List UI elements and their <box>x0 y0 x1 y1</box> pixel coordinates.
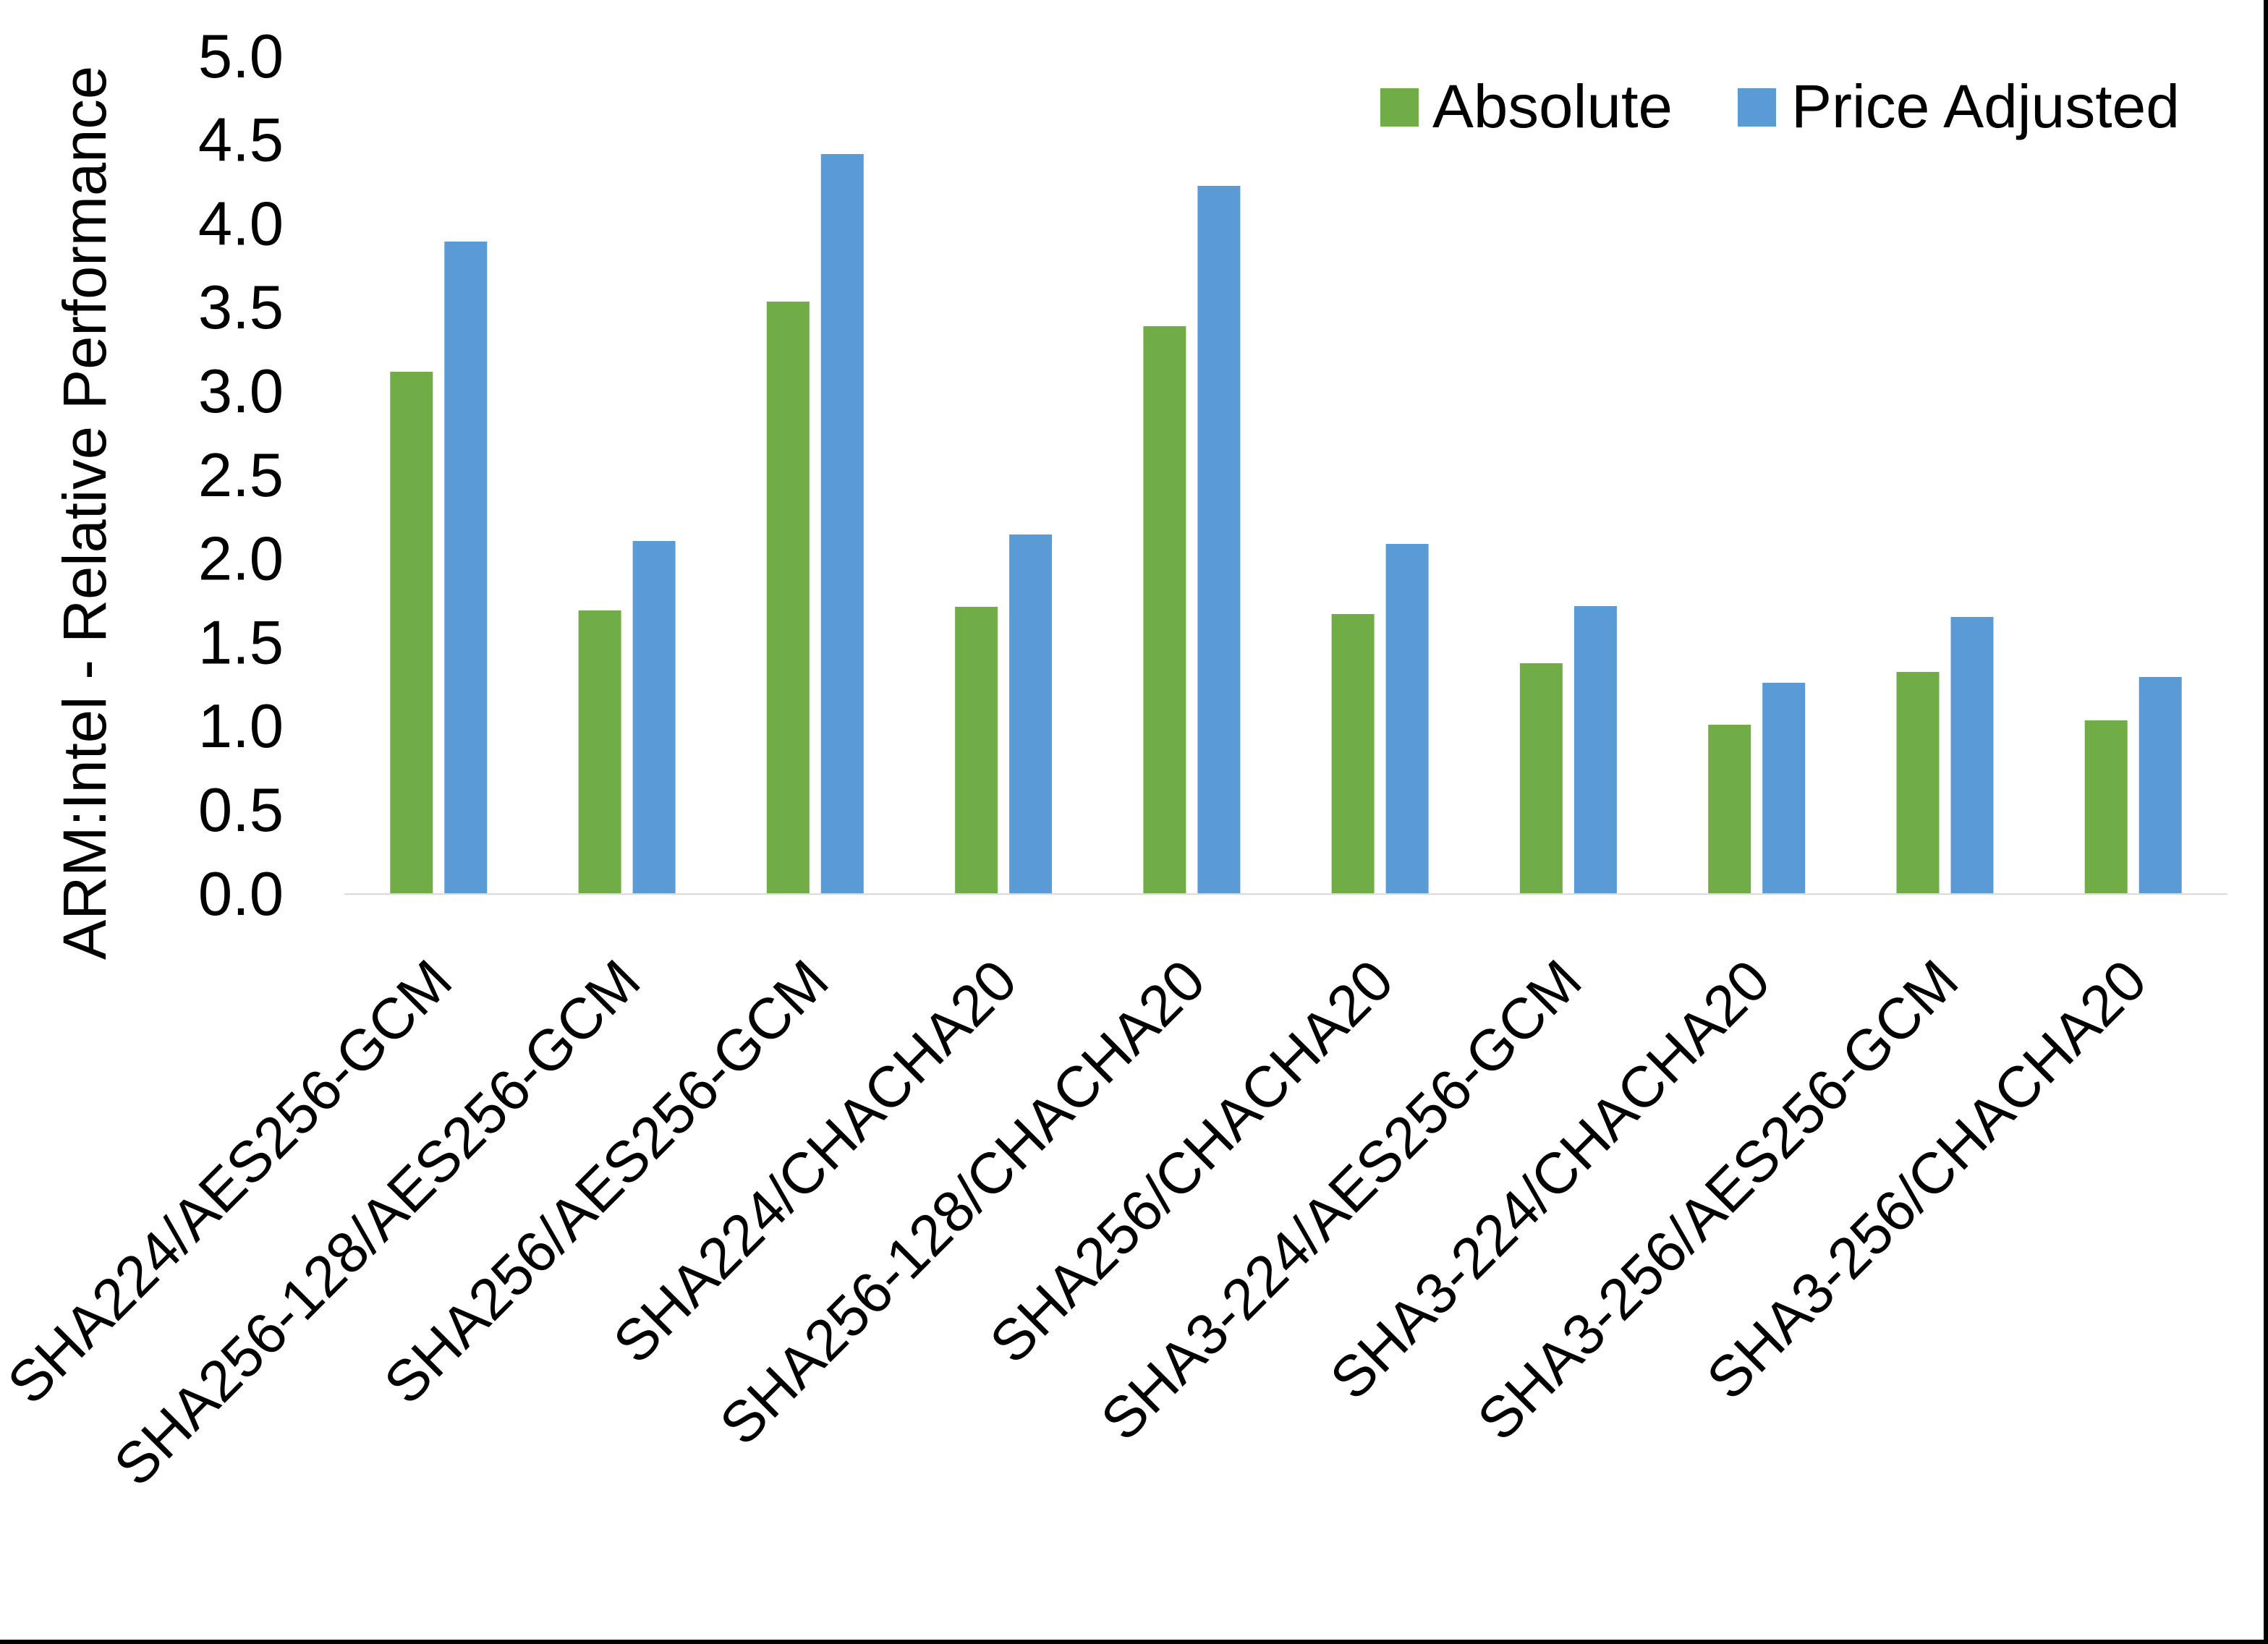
svg-text:2.0: 2.0 <box>198 525 284 594</box>
svg-text:4.0: 4.0 <box>198 189 284 258</box>
svg-text:2.5: 2.5 <box>198 441 284 510</box>
svg-text:0.0: 0.0 <box>198 860 284 929</box>
svg-text:0.5: 0.5 <box>198 776 284 845</box>
svg-text:Absolute: Absolute <box>1432 72 1673 140</box>
svg-text:ARM:Intel - Relative Performan: ARM:Intel - Relative Performance <box>51 66 119 960</box>
svg-text:1.0: 1.0 <box>198 692 284 761</box>
svg-text:3.0: 3.0 <box>198 357 284 426</box>
svg-text:3.5: 3.5 <box>198 273 284 342</box>
svg-text:1.5: 1.5 <box>198 608 284 677</box>
svg-text:4.5: 4.5 <box>198 106 284 175</box>
svg-text:5.0: 5.0 <box>198 22 284 91</box>
svg-text:Price Adjusted: Price Adjusted <box>1791 72 2180 140</box>
